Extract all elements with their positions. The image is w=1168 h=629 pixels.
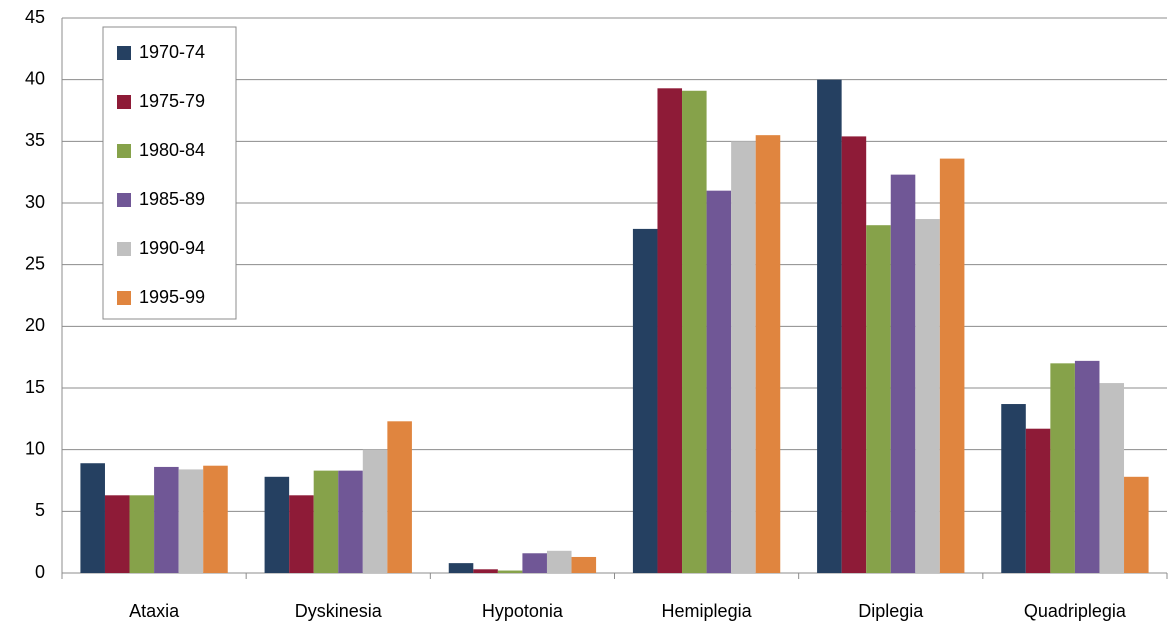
bar	[313, 470, 339, 573]
legend-swatch	[117, 291, 131, 305]
y-tick-label: 25	[25, 253, 45, 273]
legend-swatch	[117, 144, 131, 158]
y-tick-label: 45	[25, 7, 45, 27]
y-tick-label: 0	[35, 562, 45, 582]
bar	[915, 219, 940, 574]
bar	[522, 553, 547, 573]
bar	[841, 136, 867, 573]
x-tick-label: Hypotonia	[482, 601, 564, 621]
bar	[1001, 404, 1026, 573]
bar	[657, 88, 683, 574]
legend-label: 1985-89	[139, 189, 205, 209]
legend-label: 1995-99	[139, 287, 205, 307]
bar	[104, 495, 130, 573]
y-tick-label: 10	[25, 438, 45, 458]
bar	[755, 135, 781, 573]
x-tick-label: Quadriplegia	[1024, 601, 1127, 621]
y-tick-label: 5	[35, 500, 45, 520]
legend-label: 1990-94	[139, 238, 205, 258]
bar	[129, 495, 155, 573]
x-tick-label: Hemiplegia	[662, 601, 753, 621]
bar	[178, 469, 204, 573]
y-tick-label: 30	[25, 192, 45, 212]
bar	[706, 190, 732, 573]
bar	[939, 158, 965, 573]
bar	[497, 570, 523, 573]
bar	[1050, 363, 1075, 573]
bar	[1074, 360, 1100, 573]
bar	[866, 225, 891, 573]
legend-swatch	[117, 193, 131, 207]
y-tick-label: 40	[25, 68, 45, 88]
bar	[448, 563, 474, 573]
legend-box	[102, 26, 237, 320]
x-tick-label: Diplegia	[858, 601, 924, 621]
legend-swatch	[117, 46, 131, 60]
legend-swatch	[117, 95, 131, 109]
bar	[682, 90, 707, 574]
y-tick-label: 20	[25, 315, 45, 335]
bar	[571, 556, 597, 573]
bar	[362, 449, 388, 573]
bar	[817, 79, 842, 574]
legend-label: 1975-79	[139, 91, 205, 111]
bar	[387, 421, 412, 573]
bar	[203, 465, 228, 573]
bar	[473, 569, 498, 573]
bar	[289, 495, 314, 573]
y-tick-label: 15	[25, 377, 45, 397]
bar	[632, 228, 658, 573]
y-tick-label: 35	[25, 130, 45, 150]
bar	[1124, 476, 1149, 573]
bar	[154, 466, 179, 573]
bar	[890, 174, 916, 573]
x-tick-label: Dyskinesia	[295, 601, 383, 621]
bar	[731, 141, 756, 574]
legend-label: 1970-74	[139, 42, 205, 62]
bar	[546, 550, 572, 573]
bar	[338, 470, 363, 573]
bar	[1025, 428, 1051, 573]
bar	[80, 463, 105, 573]
x-tick-label: Ataxia	[129, 601, 180, 621]
legend-label: 1980-84	[139, 140, 205, 160]
bar	[1099, 383, 1125, 573]
legend-swatch	[117, 242, 131, 256]
bar	[264, 476, 290, 573]
